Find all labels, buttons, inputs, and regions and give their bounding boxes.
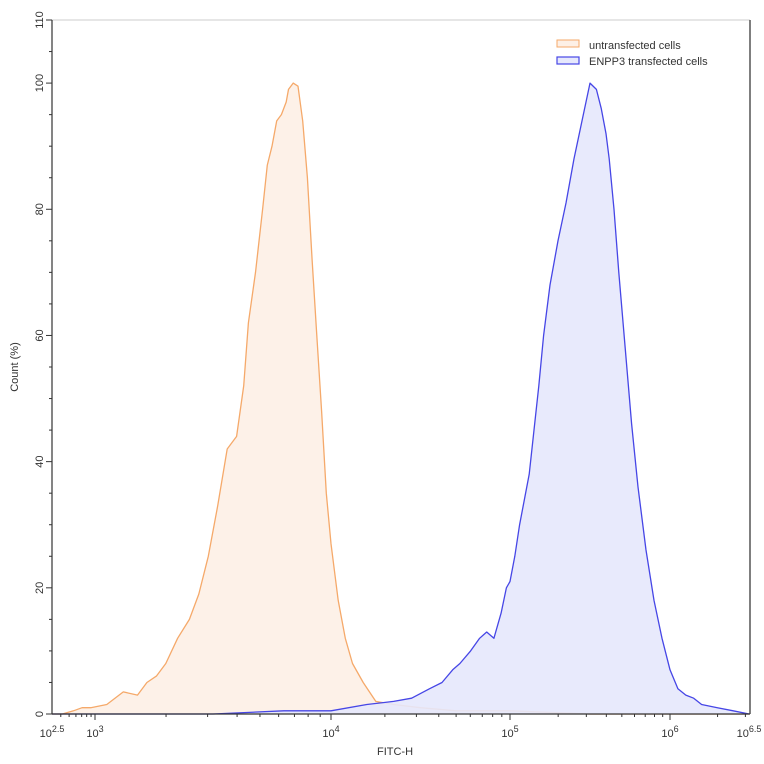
x-tick-label: 105 [501,724,518,740]
y-tick-label: 40 [34,456,46,468]
y-axis-label: Count (%) [9,342,21,392]
y-axis-ticks: 0 20 40 60 80 100 110 [34,11,52,717]
y-tick-label: 0 [34,711,46,717]
y-tick-label: 20 [34,582,46,594]
y-tick-label: 100 [34,74,46,92]
series-line-1 [52,82,750,715]
legend-label: untransfected cells [589,40,681,52]
legend-item-untransfected: untransfected cells [556,39,681,52]
x-axis-ticks: 102.5 103 104 105 106 106.5 [40,714,762,740]
legend-swatch-orange-icon [556,39,580,48]
legend-item-enpp3: ENPP3 transfected cells [556,56,708,68]
series-line-0 [52,82,749,715]
y-tick-label: 80 [34,203,46,215]
x-tick-label: 106 [661,724,678,740]
y-tick-label: 110 [34,11,46,29]
legend-swatch-blue-icon [556,56,580,65]
y-tick-label: 60 [34,329,46,341]
x-tick-label: 104 [322,724,339,740]
x-tick-label: 102.5 [40,724,65,740]
series-fill-1 [52,83,749,715]
legend-label: ENPP3 transfected cells [589,56,708,68]
x-tick-label: 103 [86,724,103,740]
legend: untransfected cells ENPP3 transfected ce… [556,39,708,68]
x-tick-label: 106.5 [737,724,762,740]
series-fill-0 [52,83,749,715]
x-axis-label: FITC-H [377,746,413,758]
series-layer [52,82,750,715]
